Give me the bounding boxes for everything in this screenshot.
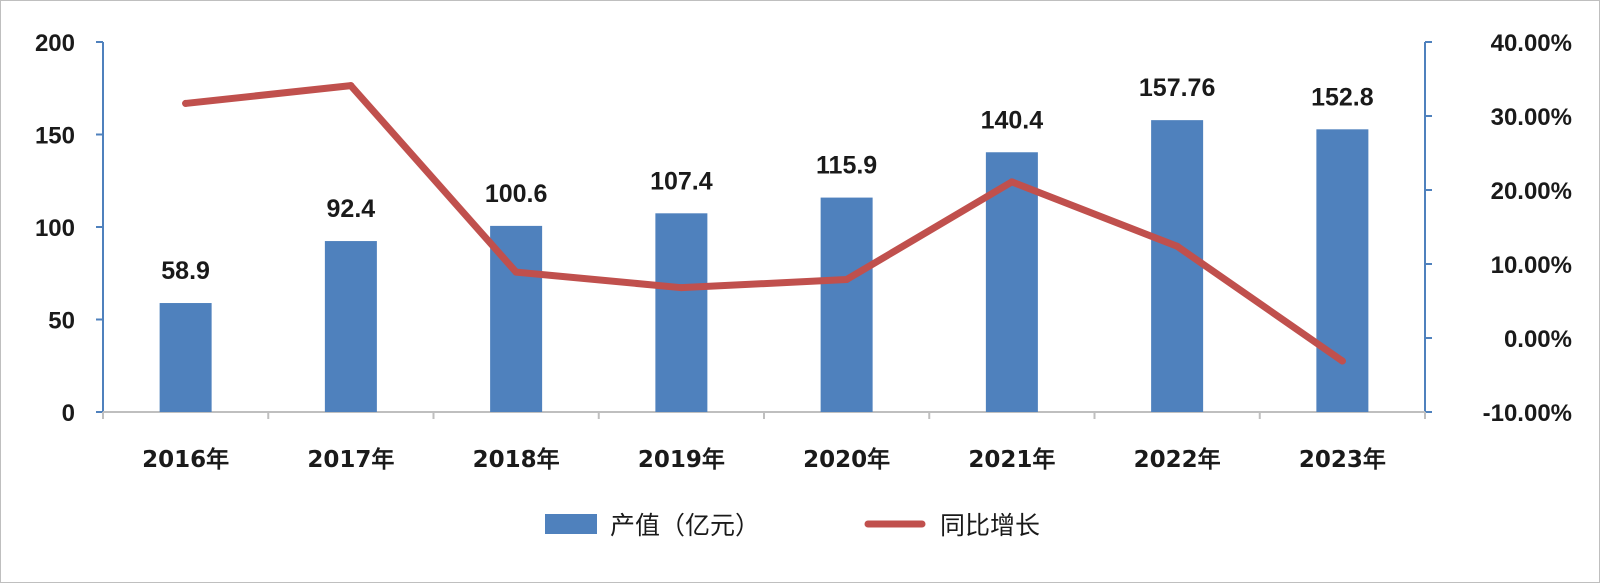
bar <box>655 213 708 412</box>
bar-data-label: 140.4 <box>981 106 1044 134</box>
bar-data-label: 100.6 <box>485 180 548 208</box>
x-axis-category-label: 2021年 <box>968 446 1055 473</box>
left-axis-tick-label: 200 <box>35 30 75 57</box>
x-axis-category-label: 2023年 <box>1299 446 1386 473</box>
bar-series <box>159 120 1369 413</box>
legend-label-line: 同比增长 <box>940 511 1040 540</box>
right-axis-tick-label: 30.00% <box>1491 104 1572 131</box>
x-axis-category-label: 2016年 <box>142 446 229 473</box>
left-axis-tick-label: 50 <box>48 308 75 335</box>
bar <box>1316 129 1369 412</box>
left-axis-tick-label: 0 <box>62 400 75 427</box>
left-axis-tick-label: 150 <box>35 123 75 150</box>
right-axis-tick-label: -10.00% <box>1483 400 1572 427</box>
growth-point <box>1173 242 1181 250</box>
legend-label-bar: 产值（亿元） <box>610 511 760 540</box>
growth-point <box>1338 357 1346 365</box>
bar-data-label: 115.9 <box>816 152 877 180</box>
left-axis-tick-label: 100 <box>35 215 75 242</box>
bar <box>1151 120 1204 413</box>
right-axis-tick-label: 10.00% <box>1491 252 1572 279</box>
line-series <box>182 82 1346 365</box>
x-axis-category-label: 2020年 <box>803 446 890 473</box>
legend-swatch-bar <box>545 514 597 534</box>
bar <box>820 197 873 412</box>
x-axis-category-label: 2017年 <box>307 446 394 473</box>
bar-data-label: 107.4 <box>650 167 713 195</box>
axes: 0 50 100 150 200 -10.00% 0.00% 10.00% 20.00% 30.0… <box>35 30 1572 473</box>
right-axis-tick-label: 40.00% <box>1491 30 1572 57</box>
growth-point <box>843 276 851 284</box>
data-labels: 58.9 92.4 100.6 107.4 115.9 140.4 157.76 152.8 <box>161 74 1373 285</box>
growth-line <box>182 82 1346 365</box>
x-axis-category-label: 2018年 <box>473 446 560 473</box>
growth-point <box>182 99 190 107</box>
growth-point <box>347 82 355 90</box>
bar-data-label: 157.76 <box>1139 74 1215 102</box>
bar <box>159 303 212 412</box>
growth-point <box>677 284 685 292</box>
legend: 产值（亿元） 同比增长 <box>545 511 1040 540</box>
bar <box>324 241 377 412</box>
right-axis-tick-label: 20.00% <box>1491 178 1572 205</box>
right-axis-tick-label: 0.00% <box>1504 326 1572 353</box>
x-axis-category-label: 2019年 <box>638 446 725 473</box>
x-axis-category-label: 2022年 <box>1134 446 1221 473</box>
bar-data-label: 152.8 <box>1311 83 1374 111</box>
growth-point <box>512 268 520 276</box>
bar-data-label: 58.9 <box>161 257 210 285</box>
bar-data-label: 92.4 <box>327 195 376 223</box>
growth-point <box>1008 178 1016 186</box>
